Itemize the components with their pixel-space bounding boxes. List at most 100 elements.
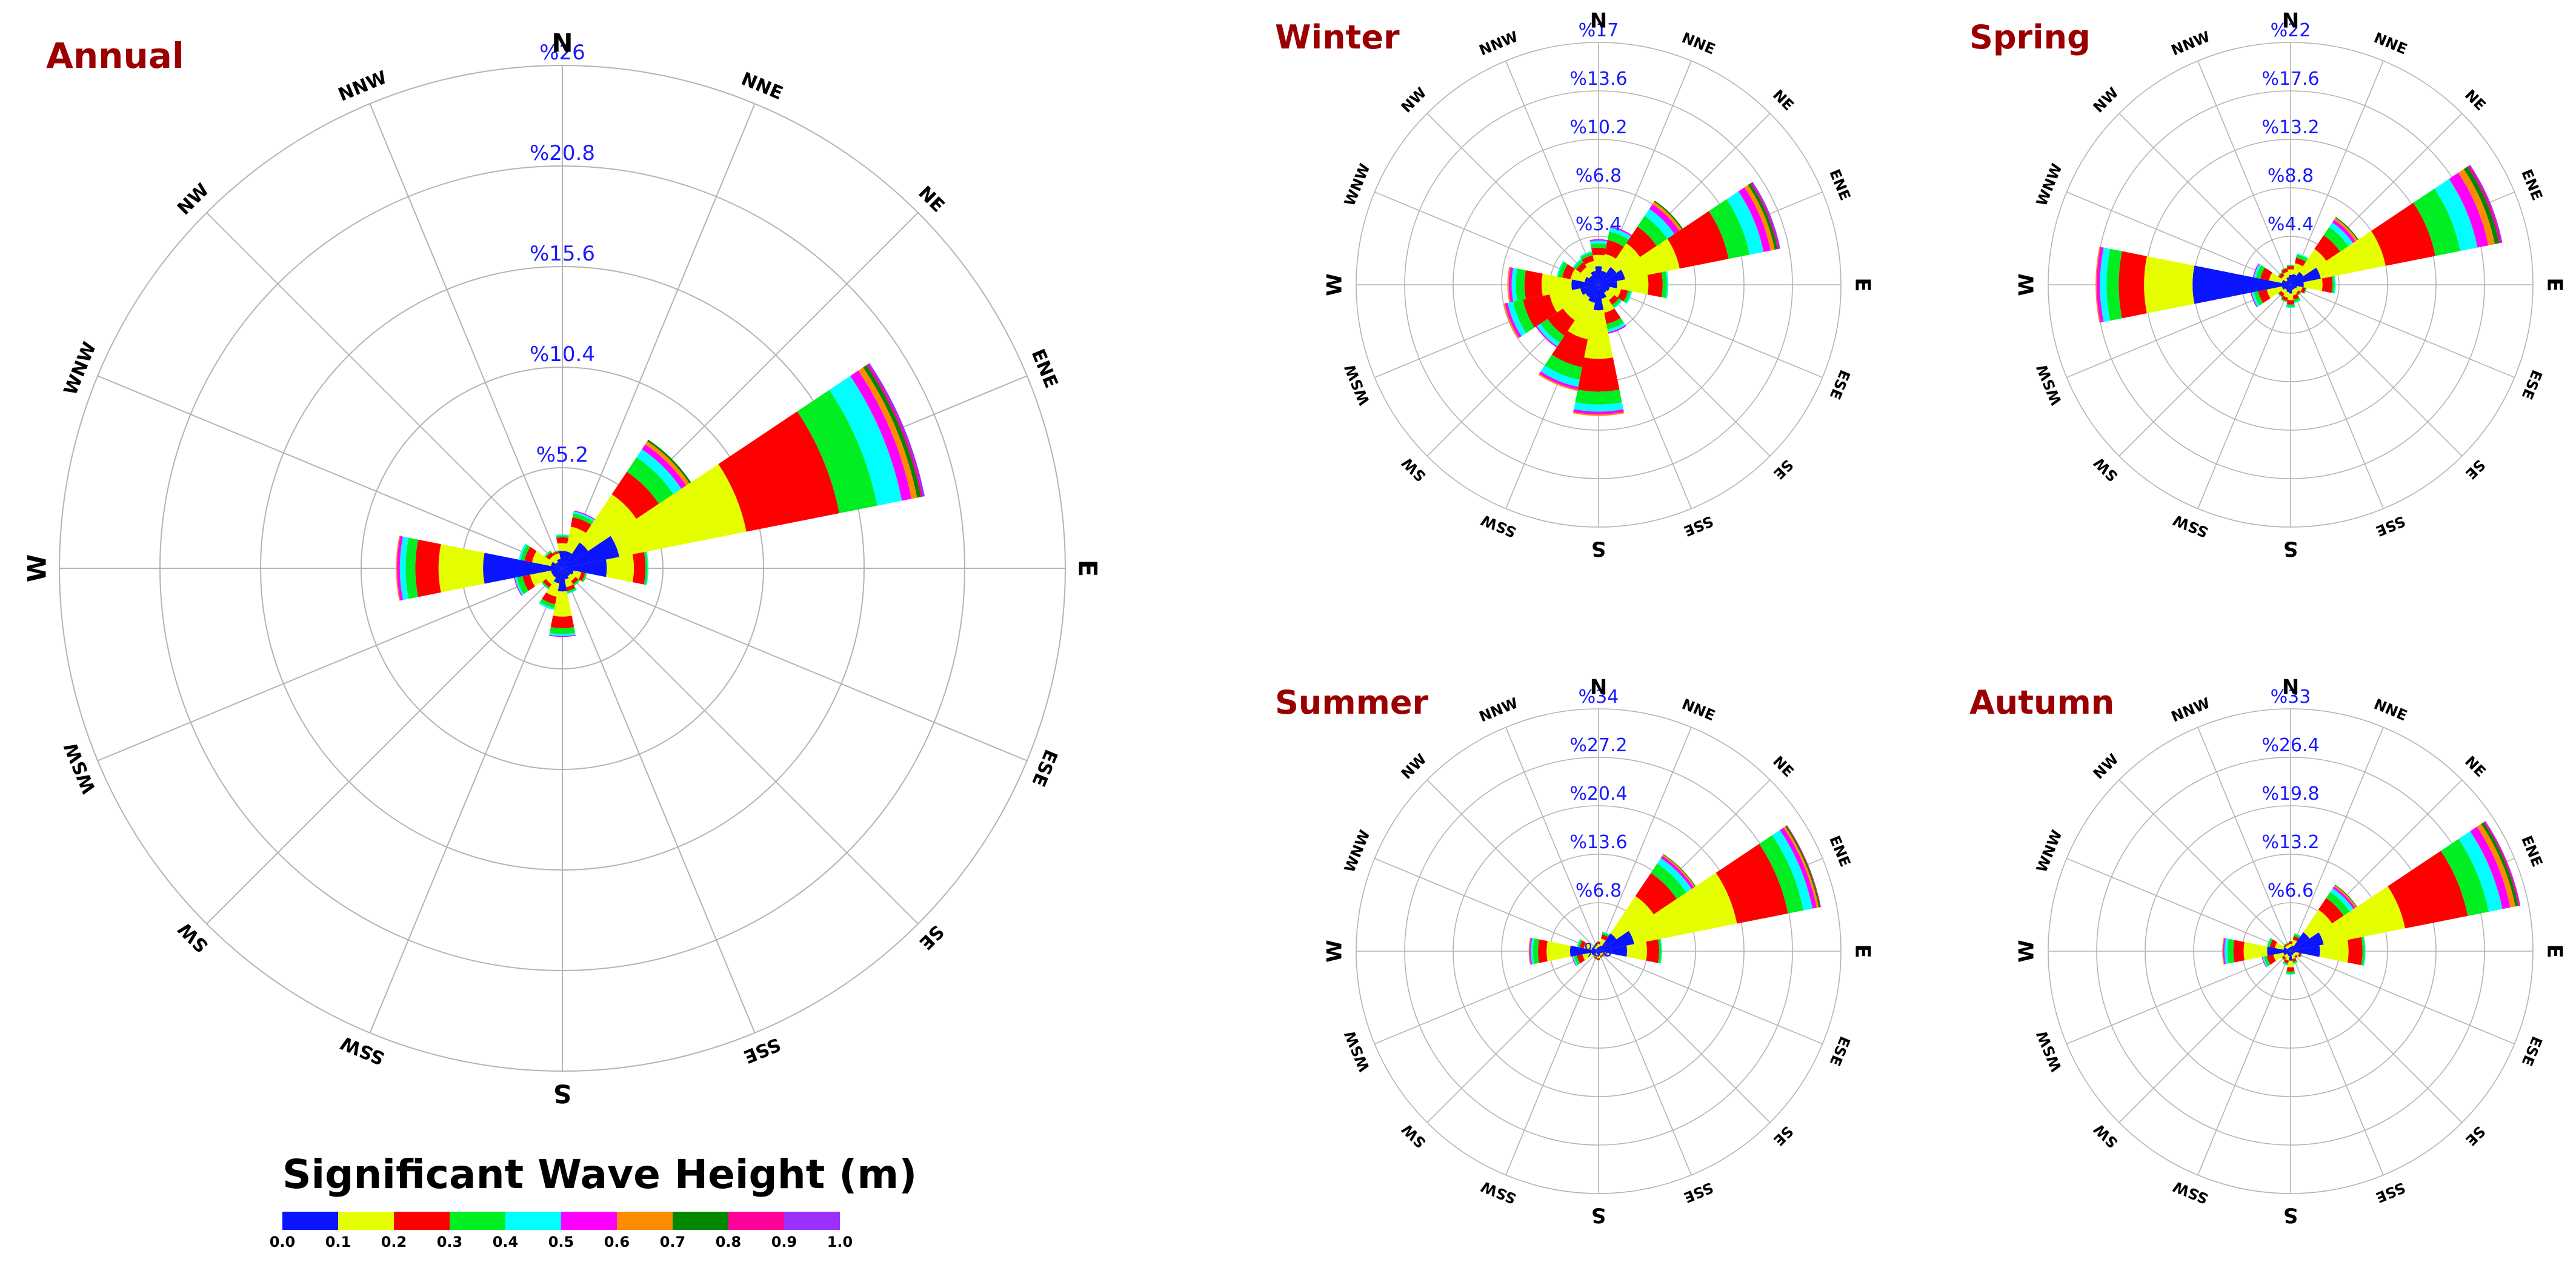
petal-n	[1589, 239, 1608, 285]
petal-segment	[1541, 273, 1573, 296]
petal-segment	[1599, 270, 1625, 285]
petal-segment	[1649, 204, 1680, 234]
petal-segment	[573, 511, 595, 522]
petal-segment	[1594, 947, 1597, 950]
petal-segment	[1569, 945, 1599, 957]
annual-title: Annual	[46, 35, 184, 76]
petal-e	[2291, 936, 2366, 966]
petal-segment	[1540, 319, 1565, 343]
petal-segment	[797, 390, 877, 514]
direction-label-nw: NW	[1398, 751, 1430, 783]
petal-segment	[1610, 243, 1640, 273]
direction-label-wsw: WSW	[61, 739, 101, 797]
petal-segment	[2106, 248, 2122, 321]
petal-segment	[1744, 185, 1775, 251]
petal-segment	[2300, 953, 2303, 958]
direction-label-ese: ESE	[1826, 1034, 1854, 1068]
petal-wnw	[1577, 938, 1599, 951]
petal-w	[396, 536, 562, 601]
petal-segment	[1602, 954, 1605, 957]
grid-spoke	[2290, 284, 2384, 509]
petal-sw	[1536, 285, 1599, 348]
petal-segment	[2281, 296, 2288, 301]
petal-segment	[2266, 954, 2276, 965]
petal-segment	[1588, 285, 1599, 304]
petal-segment	[2267, 946, 2291, 956]
petal-segment	[2481, 822, 2518, 907]
direction-label-sw: SW	[1399, 1120, 1429, 1151]
petal-sw	[2281, 951, 2291, 961]
petal-segment	[2288, 941, 2293, 945]
petal-segment	[516, 576, 529, 594]
petal-segment	[2318, 898, 2344, 924]
petal-segment	[2291, 932, 2310, 951]
petal-segment	[553, 568, 562, 578]
petal-ne	[2291, 885, 2357, 951]
petal-segment	[565, 526, 587, 554]
grid-spoke	[206, 212, 563, 569]
petal-segment	[2293, 961, 2298, 965]
petal-segment	[570, 517, 591, 533]
petal-segment	[2283, 961, 2288, 965]
legend-swatch	[617, 1212, 673, 1230]
petal-segment	[483, 553, 562, 584]
petal-segment	[2477, 823, 2515, 908]
direction-label-ssw: SSW	[2171, 511, 2211, 541]
petal-ese	[2291, 951, 2303, 958]
petal-segment	[546, 552, 554, 560]
petal-segment	[2321, 276, 2333, 293]
direction-label-n: N	[551, 28, 573, 58]
petal-segment	[2291, 951, 2294, 956]
grid-spoke	[2118, 284, 2291, 457]
petal-segment	[1562, 264, 1575, 279]
direction-label-nw: NW	[2090, 84, 2122, 116]
autumn-rose-svg: %6.6 %13.2 %19.8 %26.4 %33N NNE NE ENE E ESE SE SSE…	[2015, 676, 2567, 1227]
petal-ene	[1599, 182, 1781, 285]
summer-title: Summer	[1275, 683, 1429, 722]
petal-segment	[2278, 273, 2285, 279]
petal-segment	[1577, 939, 1583, 948]
petal-segment	[858, 367, 917, 499]
direction-label-w: W	[22, 554, 52, 582]
petal-segment	[556, 534, 569, 536]
petal-segment	[1597, 951, 1600, 956]
petal-segment	[2251, 292, 2260, 307]
petal-n	[1596, 941, 1601, 951]
legend-swatch	[394, 1212, 450, 1230]
petal-segment	[2291, 951, 2295, 954]
petal-ene	[1599, 825, 1821, 951]
petal-segment	[579, 494, 637, 551]
direction-label-se: SE	[2462, 1123, 2489, 1149]
petal-segment	[399, 536, 409, 600]
petal-segment	[556, 537, 568, 544]
petal-segment	[2463, 167, 2500, 244]
petal-sse	[1599, 285, 1626, 334]
petal-segment	[1599, 931, 1634, 951]
petal-segment	[1593, 954, 1596, 957]
petal-segment	[1531, 938, 1534, 965]
direction-label-w: W	[2015, 940, 2039, 963]
petal-segment	[1654, 201, 1683, 230]
petal-segment	[1540, 365, 1580, 387]
petal-segment	[1505, 302, 1522, 338]
petal-segment	[1596, 951, 1599, 955]
petal-segment	[1577, 357, 1620, 392]
petal-segment	[557, 543, 568, 551]
petal-segment	[1608, 325, 1626, 334]
petal-segment	[2470, 826, 2511, 909]
petal-se	[1599, 285, 1623, 309]
petal-segment	[1593, 285, 1604, 311]
direction-label-wsw: WSW	[2033, 362, 2065, 408]
petal-segment	[1637, 216, 1668, 246]
petal-segment	[1595, 954, 1598, 958]
direction-label-ne: NE	[1769, 752, 1797, 780]
petal-ssw	[1594, 951, 1599, 960]
grid-spoke	[1598, 727, 1692, 952]
petal-segment	[2118, 251, 2147, 319]
grid-spoke	[2290, 951, 2515, 1044]
direction-label-nne: NNE	[2371, 29, 2409, 58]
petal-e	[2291, 276, 2336, 294]
petal-segment	[1772, 829, 1813, 911]
ring-label: %17	[1579, 20, 1619, 41]
petal-segment	[1539, 371, 1579, 390]
